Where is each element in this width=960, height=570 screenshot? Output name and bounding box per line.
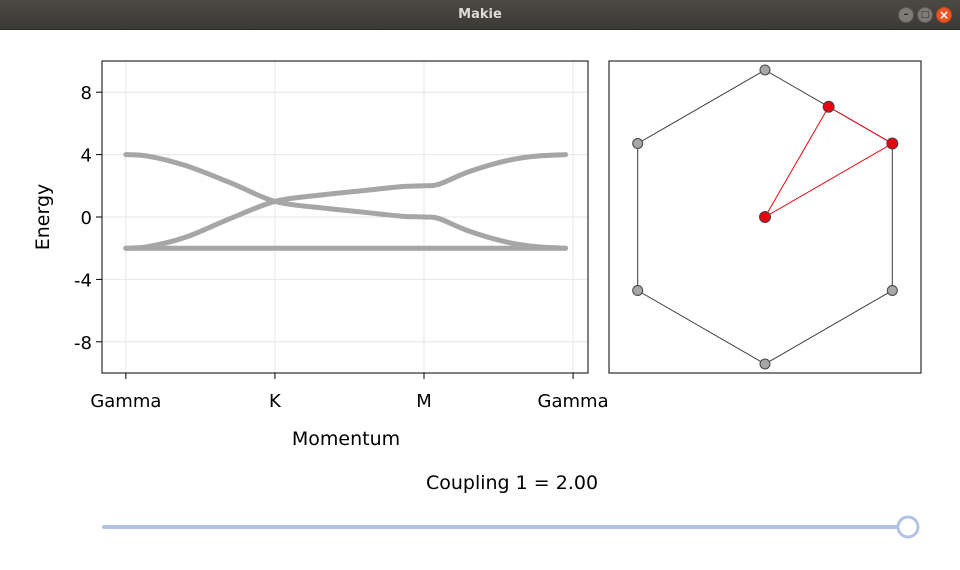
highlight-point [822,100,835,113]
x-tick-label: M [416,391,432,412]
band-ticks: Gamma K M Gamma 8 4 0 -4 -8 [74,83,609,412]
hexagon-vertex-point [632,285,644,296]
band-line-2 [123,152,569,251]
x-tick-label: Gamma [90,391,161,412]
highlight-point [759,211,771,223]
close-icon[interactable] [936,7,952,23]
band-lines [123,152,569,251]
y-tick-label: 4 [81,146,92,167]
y-tick-label: -8 [74,333,92,354]
band-structure-plot: Gamma K M Gamma 8 4 0 -4 -8 Momentum Energy [32,60,609,450]
x-tick-label: K [269,391,282,412]
hexagon-vertex-point [759,358,771,370]
window-title: Makie [458,7,502,22]
hexagon-vertex-point [886,285,898,296]
y-tick-label: 8 [81,83,92,104]
highlight-path [763,106,894,219]
highlight-point [886,137,899,150]
hex-plot-frame [608,60,922,374]
maximize-icon[interactable] [917,7,933,23]
brillouin-zone-plot [608,60,922,374]
slider-handle[interactable] [896,515,920,539]
minimize-icon[interactable] [898,7,914,23]
y-tick-label: -4 [74,270,92,291]
y-tick-label: 0 [81,208,92,229]
x-axis-label: Momentum [292,428,400,450]
window-controls [898,7,952,23]
hexagon-vertex-point [632,138,644,149]
window-titlebar: Makie [0,0,960,30]
hexagon-vertex-point [759,64,771,76]
slider-label: Coupling 1 = 2.00 [426,472,598,494]
y-axis-label: Energy [32,184,54,251]
band-line-1 [123,152,569,251]
x-tick-label: Gamma [538,391,609,412]
hex-content [632,64,899,370]
band-grid [102,61,588,373]
coupling-slider[interactable] [102,515,920,539]
